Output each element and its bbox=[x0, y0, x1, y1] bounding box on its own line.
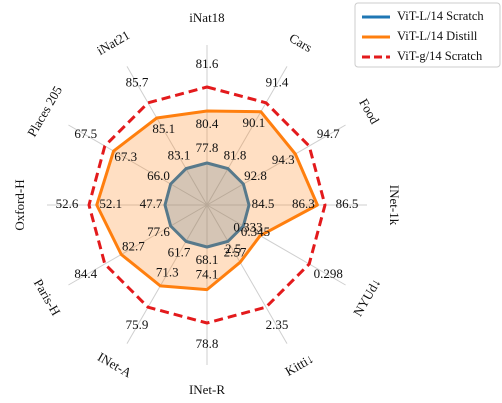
value-label: 85.1 bbox=[152, 121, 175, 136]
value-label: 0.345 bbox=[241, 224, 270, 239]
axis-line bbox=[68, 124, 208, 206]
axis-label: Food bbox=[356, 96, 383, 127]
value-label: 81.8 bbox=[224, 147, 247, 162]
value-label: 90.1 bbox=[242, 115, 265, 130]
legend-label: ViT-g/14 Scratch bbox=[397, 49, 483, 63]
axis-line bbox=[126, 204, 208, 344]
value-label: 94.7 bbox=[317, 126, 340, 141]
value-label: 0.298 bbox=[314, 266, 343, 281]
value-label: 52.6 bbox=[56, 196, 79, 211]
value-label: 67.3 bbox=[114, 149, 137, 164]
series-polygon bbox=[95, 109, 319, 292]
value-label: 66.0 bbox=[147, 168, 170, 183]
axis-label: Kitti↓ bbox=[282, 351, 316, 379]
axis-line bbox=[206, 66, 288, 206]
axis-label: iNat21 bbox=[94, 27, 132, 58]
value-label: 0.333 bbox=[233, 220, 262, 235]
value-label: 82.7 bbox=[122, 238, 145, 253]
axis-line bbox=[126, 66, 208, 206]
value-label: 77.8 bbox=[196, 140, 219, 155]
value-label: 78.8 bbox=[196, 336, 219, 351]
axis-label: INet-1k bbox=[387, 185, 402, 226]
axis-label: INet-A bbox=[95, 349, 135, 381]
axis-line bbox=[206, 204, 288, 344]
value-label: 2.35 bbox=[266, 317, 289, 332]
legend-box bbox=[354, 2, 501, 68]
value-label: 2.57 bbox=[224, 244, 247, 259]
value-label: 83.1 bbox=[168, 147, 191, 162]
axis-label: iNat18 bbox=[189, 10, 224, 25]
value-label: 84.5 bbox=[252, 196, 275, 211]
value-label: 61.7 bbox=[168, 244, 191, 259]
axis-line bbox=[206, 124, 346, 206]
value-label: 71.3 bbox=[156, 265, 179, 280]
value-label: 75.9 bbox=[126, 317, 149, 332]
legend-label: ViT-L/14 Scratch bbox=[397, 9, 484, 23]
value-label: 86.3 bbox=[292, 196, 315, 211]
value-label: 2.5 bbox=[225, 241, 241, 256]
value-label: 84.4 bbox=[74, 266, 97, 281]
axis-label: Oxford-H bbox=[12, 179, 27, 230]
value-label: 68.1 bbox=[196, 252, 219, 267]
axis-label: Places 205 bbox=[24, 83, 65, 139]
axis-line bbox=[206, 204, 346, 286]
axis-label: Paris-H bbox=[31, 276, 64, 318]
series-polygon bbox=[87, 85, 327, 325]
axis-label: INet-R bbox=[189, 382, 225, 397]
axis-label: NYUd↓ bbox=[350, 276, 384, 319]
value-label: 77.6 bbox=[147, 224, 170, 239]
value-label: 74.1 bbox=[196, 267, 219, 282]
value-label: 47.7 bbox=[140, 196, 163, 211]
value-label: 85.7 bbox=[126, 75, 149, 90]
value-label: 81.6 bbox=[196, 56, 219, 71]
value-label: 86.5 bbox=[336, 196, 359, 211]
value-label: 94.3 bbox=[272, 152, 295, 167]
value-label: 92.8 bbox=[244, 168, 267, 183]
value-label: 67.5 bbox=[74, 126, 97, 141]
value-label: 80.4 bbox=[196, 116, 219, 131]
axis-label: Cars bbox=[287, 30, 315, 55]
axis-line bbox=[68, 204, 208, 286]
value-label: 52.1 bbox=[99, 196, 122, 211]
series-polygon bbox=[163, 161, 251, 249]
legend-label: ViT-L/14 Distill bbox=[397, 29, 478, 43]
value-label: 91.4 bbox=[266, 75, 289, 90]
